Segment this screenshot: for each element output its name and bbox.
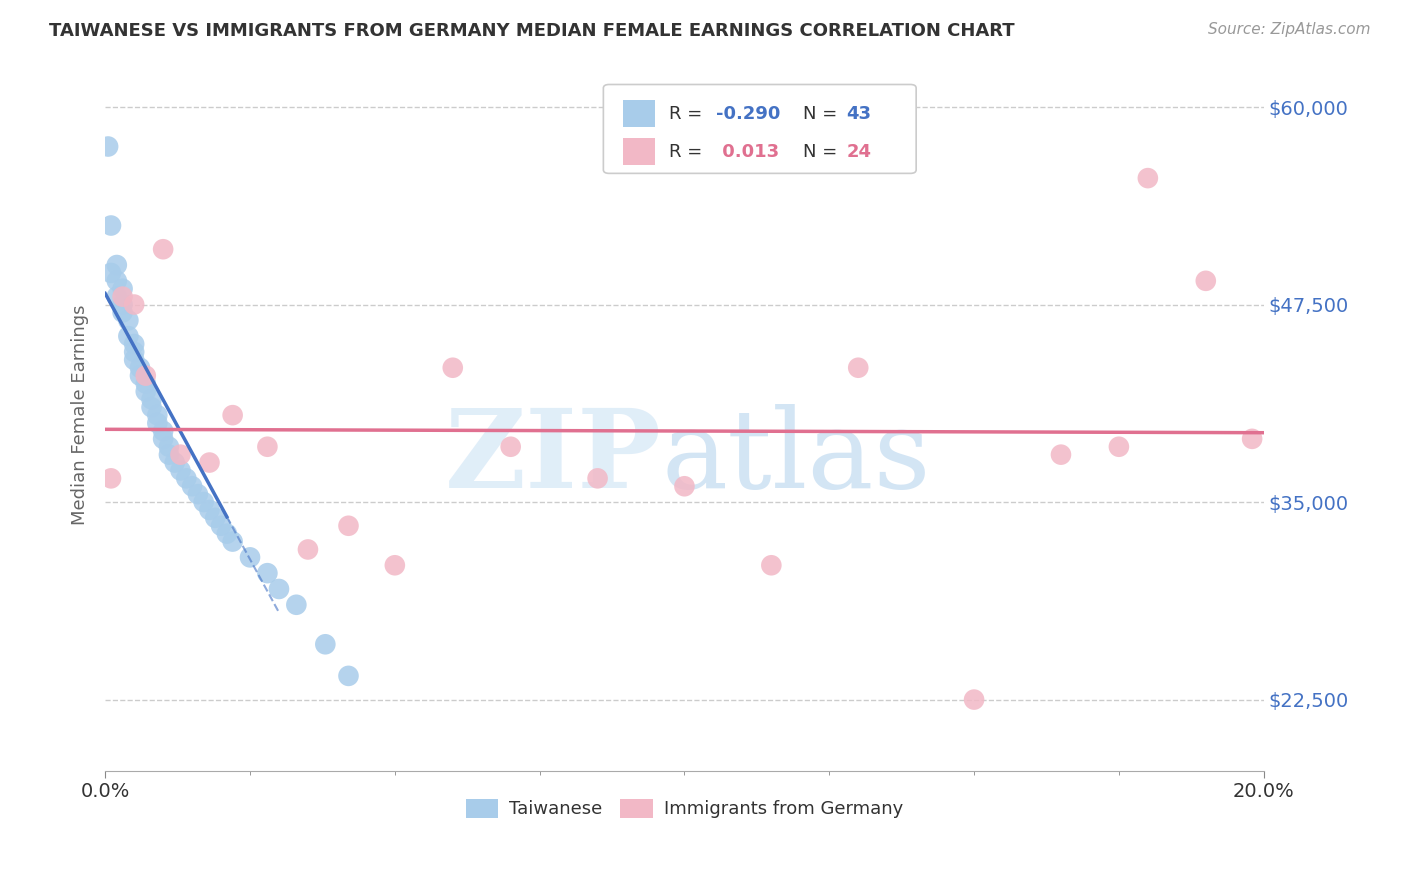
Point	[135, 376, 157, 391]
Point	[441, 360, 464, 375]
Point	[146, 408, 169, 422]
Point	[963, 692, 986, 706]
Point	[105, 274, 128, 288]
Point	[337, 518, 360, 533]
Point	[105, 258, 128, 272]
Point	[152, 432, 174, 446]
Legend: Taiwanese, Immigrants from Germany: Taiwanese, Immigrants from Germany	[458, 791, 910, 826]
Point	[105, 290, 128, 304]
Point	[169, 463, 191, 477]
Point	[193, 495, 215, 509]
Point	[146, 416, 169, 430]
Point	[499, 440, 522, 454]
Point	[157, 440, 180, 454]
Point	[337, 669, 360, 683]
Point	[297, 542, 319, 557]
Point	[135, 368, 157, 383]
Point	[314, 637, 336, 651]
Point	[111, 290, 134, 304]
Point	[1050, 448, 1073, 462]
Point	[761, 558, 783, 573]
FancyBboxPatch shape	[623, 100, 655, 127]
Point	[152, 424, 174, 438]
Point	[204, 511, 226, 525]
Text: -0.290: -0.290	[716, 105, 780, 123]
Point	[122, 352, 145, 367]
Text: R =: R =	[669, 105, 709, 123]
Text: TAIWANESE VS IMMIGRANTS FROM GERMANY MEDIAN FEMALE EARNINGS CORRELATION CHART: TAIWANESE VS IMMIGRANTS FROM GERMANY MED…	[49, 22, 1015, 40]
Point	[111, 282, 134, 296]
Point	[586, 471, 609, 485]
Point	[267, 582, 290, 596]
Point	[163, 456, 186, 470]
Point	[129, 360, 152, 375]
FancyBboxPatch shape	[623, 137, 655, 165]
Point	[198, 503, 221, 517]
Point	[117, 313, 139, 327]
Text: 0.013: 0.013	[716, 143, 779, 161]
Point	[1136, 171, 1159, 186]
Point	[846, 360, 869, 375]
Point	[141, 401, 163, 415]
Point	[152, 242, 174, 256]
Point	[129, 368, 152, 383]
Point	[239, 550, 262, 565]
Point	[100, 471, 122, 485]
Point	[256, 440, 278, 454]
Text: atlas: atlas	[661, 404, 931, 511]
Point	[97, 139, 120, 153]
Point	[221, 534, 243, 549]
Point	[1195, 274, 1218, 288]
Point	[285, 598, 308, 612]
Text: N =: N =	[803, 105, 842, 123]
Point	[209, 518, 232, 533]
Point	[122, 297, 145, 311]
Point	[384, 558, 406, 573]
Text: R =: R =	[669, 143, 709, 161]
Point	[673, 479, 696, 493]
Point	[1108, 440, 1130, 454]
Text: 24: 24	[846, 143, 872, 161]
Point	[187, 487, 209, 501]
Point	[141, 392, 163, 407]
Text: Source: ZipAtlas.com: Source: ZipAtlas.com	[1208, 22, 1371, 37]
Point	[176, 471, 198, 485]
Point	[221, 408, 243, 422]
Text: N =: N =	[803, 143, 842, 161]
Point	[157, 448, 180, 462]
Point	[181, 479, 204, 493]
Point	[111, 297, 134, 311]
Point	[100, 266, 122, 280]
FancyBboxPatch shape	[603, 85, 917, 173]
Point	[169, 448, 191, 462]
Point	[135, 384, 157, 399]
Text: 43: 43	[846, 105, 872, 123]
Point	[256, 566, 278, 581]
Point	[122, 345, 145, 359]
Y-axis label: Median Female Earnings: Median Female Earnings	[72, 305, 89, 525]
Point	[100, 219, 122, 233]
Point	[1241, 432, 1264, 446]
Point	[215, 526, 238, 541]
Point	[111, 305, 134, 319]
Point	[122, 337, 145, 351]
Text: ZIP: ZIP	[444, 404, 661, 511]
Point	[198, 456, 221, 470]
Point	[117, 329, 139, 343]
